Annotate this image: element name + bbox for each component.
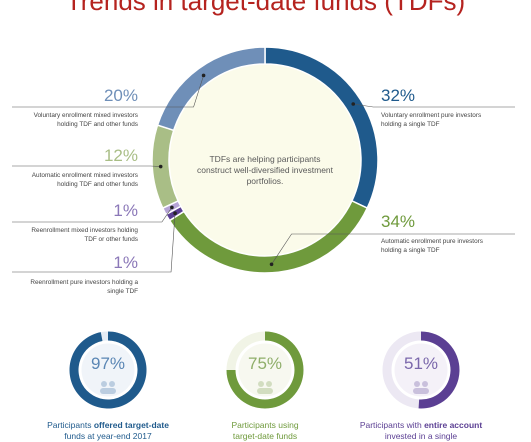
leader-dot-5 bbox=[201, 73, 206, 78]
people-icon bbox=[100, 381, 116, 394]
mini-caption-single: Participants with entire account investe… bbox=[351, 420, 491, 442]
mini-caption-single-post: invested in a single bbox=[384, 431, 458, 441]
mini-caption-using: Participants using target-date funds bbox=[195, 420, 335, 442]
leader-line-5 bbox=[12, 75, 204, 108]
mini-caption-offered-pre: Participants bbox=[47, 420, 94, 430]
mini-donut-using: 75% bbox=[223, 328, 307, 412]
page-title: Trends in target-date funds (TDFs) bbox=[65, 0, 466, 16]
mini-caption-using-post: target-date funds bbox=[232, 431, 298, 441]
mini-inner bbox=[394, 343, 448, 397]
mini-pct-single: 51% bbox=[403, 354, 439, 373]
mini-donut-single: 51% bbox=[379, 328, 463, 412]
leader-line-2 bbox=[12, 213, 176, 273]
mini-caption-offered: Participants offered target-date funds a… bbox=[38, 420, 178, 442]
mini-donut-offered: 97% bbox=[66, 328, 150, 412]
mini-pct-offered: 97% bbox=[90, 354, 126, 373]
leader-line-1 bbox=[271, 233, 515, 265]
slice-pct-voluntary-mixed: 20% bbox=[103, 86, 138, 105]
mini-pct-using: 75% bbox=[247, 354, 283, 373]
mini-inner bbox=[81, 343, 135, 397]
leader-dot-3 bbox=[170, 205, 174, 210]
slice-label-reenrollment-mixed: Reenrollment mixed investors holding TDF… bbox=[31, 227, 138, 243]
slice-pct-reenrollment-pure: 1% bbox=[113, 253, 138, 272]
slice-label-automatic-mixed: Automatic enrollment mixed investors hol… bbox=[31, 172, 138, 188]
allocation-donut-chart bbox=[12, 46, 515, 274]
slice-pct-automatic-mixed: 12% bbox=[103, 146, 138, 165]
slice-label-automatic-pure: Automatic enrollment pure investors hold… bbox=[381, 238, 483, 254]
slice-label-reenrollment-pure: Reenrollment pure investors holding a si… bbox=[30, 279, 138, 295]
leader-dot-0 bbox=[351, 102, 356, 106]
slice-pct-automatic-pure: 34% bbox=[381, 212, 416, 231]
slice-pct-voluntary-pure: 32% bbox=[381, 86, 416, 105]
leader-line-3 bbox=[12, 207, 173, 223]
people-icon bbox=[413, 381, 429, 394]
leader-line-0 bbox=[353, 103, 515, 108]
people-icon bbox=[257, 381, 273, 394]
donut-slice-5 bbox=[156, 46, 266, 132]
mini-caption-using-pre: Participants using bbox=[231, 420, 299, 430]
leader-dot-4 bbox=[158, 164, 163, 169]
mini-caption-single-pre: Participants with bbox=[359, 420, 425, 430]
leader-dot-2 bbox=[173, 211, 177, 215]
leader-dot-1 bbox=[269, 262, 274, 267]
center-note: TDFs are helping participants construct … bbox=[196, 154, 334, 186]
mini-caption-offered-bold: offered target-date bbox=[93, 420, 169, 430]
mini-arc bbox=[418, 331, 460, 409]
slice-label-voluntary-pure: Voluntary enrollment pure investors hold… bbox=[381, 112, 482, 128]
slice-label-voluntary-mixed: Voluntary enrollment mixed investors hol… bbox=[33, 112, 138, 128]
mini-caption-single-bold: entire account bbox=[424, 420, 483, 430]
mini-caption-offered-post: funds at year-end 2017 bbox=[64, 431, 152, 441]
slice-pct-reenrollment-mixed: 1% bbox=[113, 201, 138, 220]
donut-center bbox=[169, 64, 361, 256]
mini-inner bbox=[238, 343, 292, 397]
leader-line-4 bbox=[12, 165, 161, 167]
